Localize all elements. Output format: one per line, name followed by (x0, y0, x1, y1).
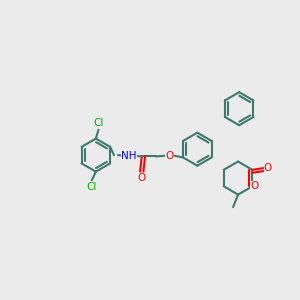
Text: O: O (250, 181, 259, 191)
Text: NH: NH (122, 151, 137, 161)
Text: Cl: Cl (93, 118, 104, 128)
Text: O: O (165, 151, 174, 161)
Text: O: O (264, 163, 272, 173)
Text: O: O (138, 173, 146, 183)
Text: Cl: Cl (87, 182, 97, 192)
